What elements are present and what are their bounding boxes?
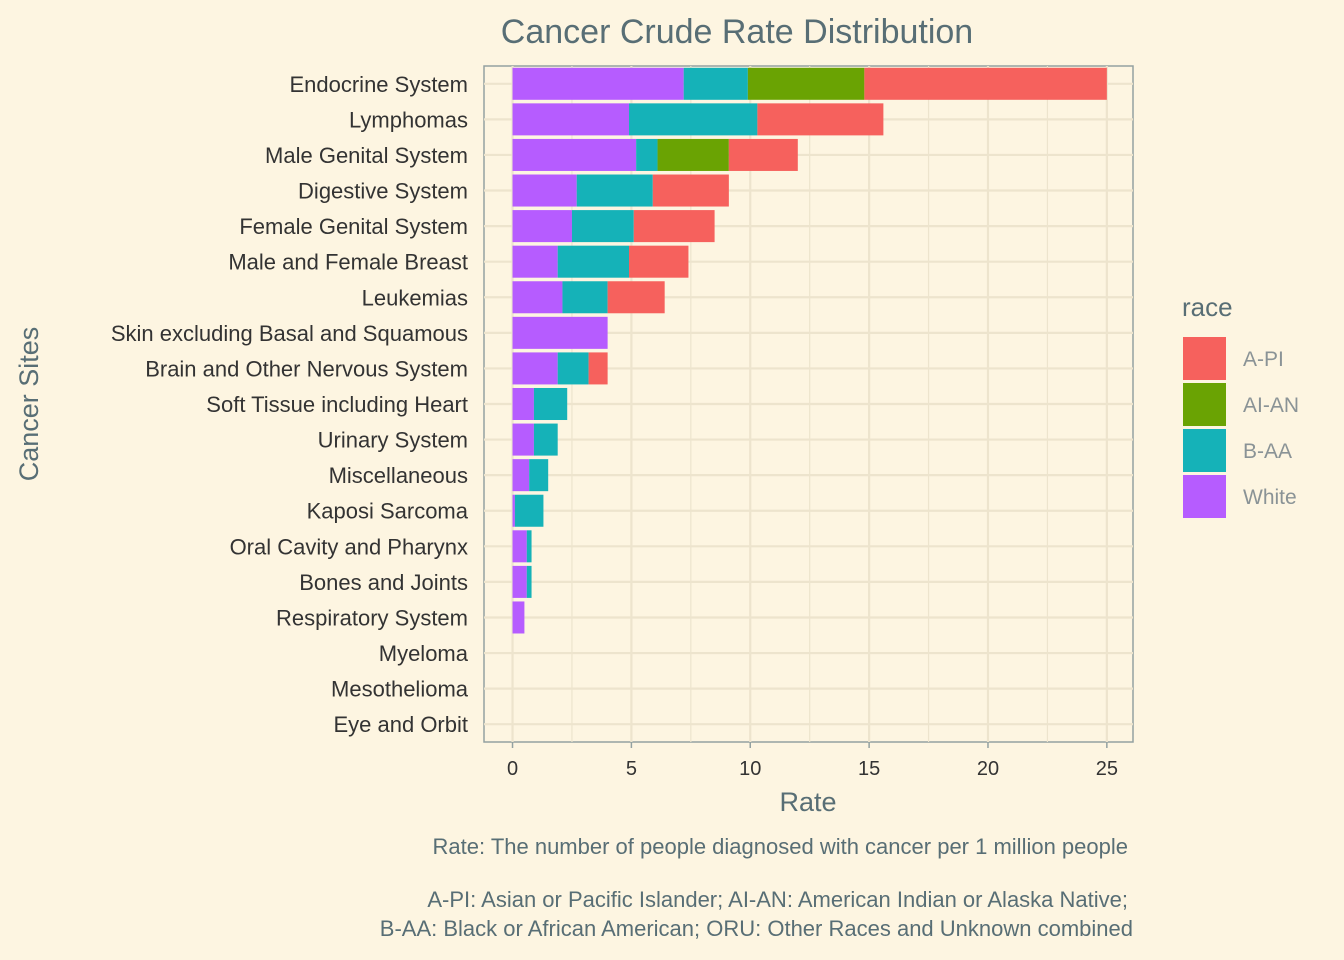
category-label-male-and-female-breast: Male and Female Breast [228, 250, 468, 275]
category-label-myeloma: Myeloma [379, 641, 469, 666]
bar-brain-and-other-nervous-system-a-pi [588, 352, 608, 385]
category-label-digestive-system: Digestive System [298, 179, 468, 204]
bar-female-genital-system-white [512, 210, 572, 243]
caption: Rate: The number of people diagnosed wit… [380, 834, 1133, 941]
x-tick-label-5: 5 [626, 758, 637, 780]
bar-bones-and-joints-white [512, 565, 527, 598]
bar-miscellaneous-b-aa [529, 459, 549, 492]
category-label-female-genital-system: Female Genital System [239, 214, 468, 239]
legend-swatch-b-aa [1181, 427, 1228, 474]
y-axis-title: Cancer Sites [14, 327, 44, 482]
x-axis-title: Rate [779, 787, 836, 817]
legend-swatch-white [1181, 473, 1228, 520]
bar-respiratory-system-white [512, 601, 525, 634]
category-label-endocrine-system: Endocrine System [289, 72, 468, 97]
bar-skin-excluding-basal-and-squamous-white [512, 316, 608, 349]
legend: race A-PI AI-AN B-AA White [1181, 292, 1299, 520]
bar-soft-tissue-including-heart-b-aa [533, 387, 568, 421]
bar-male-and-female-breast-b-aa [557, 245, 630, 278]
x-tick-label-15: 15 [858, 758, 880, 780]
bar-oral-cavity-and-pharynx-white [512, 530, 527, 563]
bar-male-genital-system-b-aa [636, 138, 658, 171]
legend-swatch-ai-an [1181, 381, 1228, 428]
bar-digestive-system-a-pi [652, 174, 729, 207]
bar-digestive-system-b-aa [576, 174, 653, 207]
bar-male-and-female-breast-white [512, 245, 558, 278]
x-tick-label-20: 20 [977, 758, 999, 780]
bar-brain-and-other-nervous-system-white [512, 352, 558, 385]
x-tick-label-10: 10 [739, 758, 761, 780]
bar-endocrine-system-ai-an [747, 67, 865, 100]
category-label-lymphomas: Lymphomas [349, 107, 468, 132]
x-axis-ticks: 0 5 10 15 20 25 [507, 742, 1118, 780]
bar-endocrine-system-white [512, 67, 684, 100]
bar-male-genital-system-a-pi [728, 138, 798, 171]
legend-label-a-pi: A-PI [1243, 348, 1284, 371]
bar-endocrine-system-a-pi [864, 67, 1107, 100]
legend-label-ai-an: AI-AN [1243, 394, 1299, 417]
category-label-eye-and-orbit: Eye and Orbit [333, 712, 468, 737]
legend-label-white: White [1243, 486, 1297, 509]
bar-lymphomas-b-aa [629, 103, 758, 136]
category-label-mesothelioma: Mesothelioma [331, 677, 469, 702]
bar-female-genital-system-b-aa [571, 210, 634, 243]
category-label-soft-tissue-including-heart: Soft Tissue including Heart [206, 392, 468, 417]
bar-male-genital-system-ai-an [657, 138, 729, 171]
caption-line-3: A-PI: Asian or Pacific Islander; AI-AN: … [427, 887, 1128, 912]
category-label-brain-and-other-nervous-system: Brain and Other Nervous System [145, 356, 468, 381]
bar-leukemias-a-pi [607, 281, 665, 314]
bar-female-genital-system-a-pi [633, 210, 715, 243]
legend-label-b-aa: B-AA [1243, 440, 1292, 463]
caption-line-1: Rate: The number of people diagnosed wit… [433, 834, 1128, 859]
bar-digestive-system-white [512, 174, 577, 207]
legend-swatch-a-pi [1181, 335, 1228, 382]
bar-urinary-system-b-aa [533, 423, 558, 456]
bars-group [512, 67, 1107, 634]
bar-kaposi-sarcoma-white [512, 494, 515, 527]
category-labels: Endocrine System Lymphomas Male Genital Sy… [111, 72, 469, 737]
bar-bones-and-joints-b-aa [526, 565, 532, 598]
category-label-bones-and-joints: Bones and Joints [299, 570, 468, 595]
chart-title: Cancer Crude Rate Distribution [501, 13, 973, 51]
caption-line-4: B-AA: Black or African American; ORU: Ot… [380, 916, 1133, 941]
category-label-urinary-system: Urinary System [318, 428, 468, 453]
category-label-leukemias: Leukemias [362, 285, 468, 310]
bar-brain-and-other-nervous-system-b-aa [557, 352, 589, 385]
bar-urinary-system-white [512, 423, 534, 456]
category-label-respiratory-system: Respiratory System [276, 605, 468, 630]
bar-endocrine-system-b-aa [683, 67, 748, 100]
bar-leukemias-white [512, 281, 563, 314]
category-label-kaposi-sarcoma: Kaposi Sarcoma [307, 499, 469, 524]
category-label-male-genital-system: Male Genital System [265, 143, 468, 168]
bar-miscellaneous-white [512, 459, 530, 492]
category-label-miscellaneous: Miscellaneous [329, 463, 468, 488]
x-tick-label-0: 0 [507, 758, 518, 780]
bar-lymphomas-a-pi [757, 103, 884, 136]
bar-oral-cavity-and-pharynx-b-aa [526, 530, 532, 563]
category-label-skin-excluding-basal-and-squamous: Skin excluding Basal and Squamous [111, 321, 468, 346]
bar-soft-tissue-including-heart-white [512, 387, 534, 421]
bar-male-and-female-breast-a-pi [629, 245, 689, 278]
bar-lymphomas-white [512, 103, 630, 136]
x-tick-label-25: 25 [1096, 758, 1118, 780]
bar-kaposi-sarcoma-b-aa [514, 494, 544, 527]
legend-title: race [1182, 292, 1233, 322]
bar-male-genital-system-white [512, 138, 637, 171]
category-label-oral-cavity-and-pharynx: Oral Cavity and Pharynx [230, 534, 468, 559]
bar-leukemias-b-aa [562, 281, 608, 314]
